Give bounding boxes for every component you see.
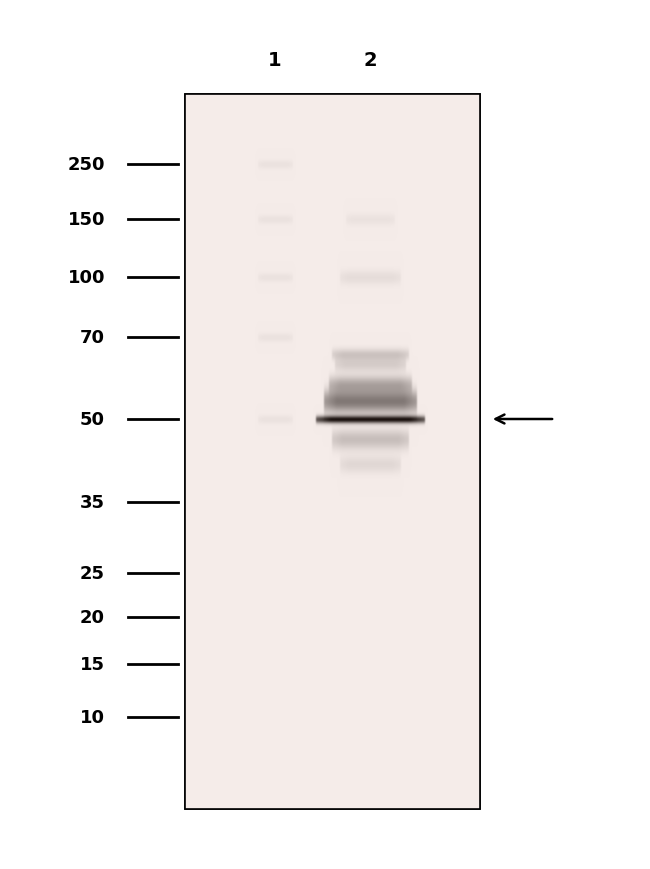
Text: 25: 25 (80, 564, 105, 582)
Text: 35: 35 (80, 494, 105, 512)
Text: 100: 100 (68, 269, 105, 287)
Text: 20: 20 (80, 608, 105, 627)
Text: 70: 70 (80, 328, 105, 347)
Text: 1: 1 (268, 50, 282, 70)
Text: 15: 15 (80, 655, 105, 673)
Bar (185, 95, 480, 809)
Text: 2: 2 (363, 50, 377, 70)
Text: 10: 10 (80, 708, 105, 726)
Bar (185, 95, 480, 809)
Text: 250: 250 (68, 156, 105, 174)
Text: 50: 50 (80, 410, 105, 428)
Text: 150: 150 (68, 211, 105, 229)
